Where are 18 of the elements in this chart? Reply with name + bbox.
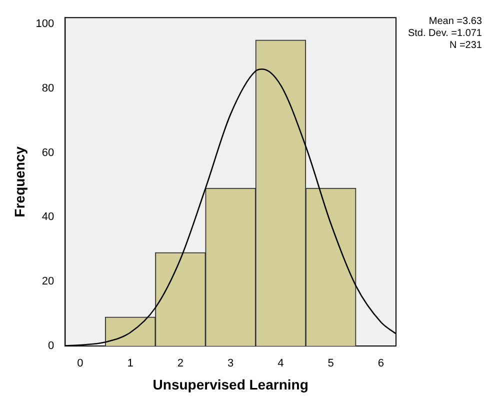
x-tick-label: 1 xyxy=(127,358,134,370)
text: Std. Dev. =1.071 xyxy=(406,28,482,40)
x-axis-title: Unsupervised Learning xyxy=(152,376,308,392)
y-axis-title: Frequency xyxy=(11,146,28,218)
x-tick-label: 0 xyxy=(77,358,84,370)
x-tick-label: 5 xyxy=(328,358,334,370)
y-tick-label: 100 xyxy=(36,18,54,30)
y-tick-label: 40 xyxy=(42,211,54,224)
text: N =231 xyxy=(448,40,482,52)
y-tick-label: 60 xyxy=(42,146,54,159)
x-tick-label: 6 xyxy=(378,358,384,370)
y-tick-label: 20 xyxy=(42,276,54,288)
x-tick-label: 4 xyxy=(278,358,284,370)
y-tick-label: 80 xyxy=(42,82,54,94)
y-tick-label: 0 xyxy=(48,340,54,352)
x-tick-label: 2 xyxy=(177,358,184,370)
x-tick-label: 3 xyxy=(228,358,234,370)
text: Mean =3.63 xyxy=(428,16,482,28)
